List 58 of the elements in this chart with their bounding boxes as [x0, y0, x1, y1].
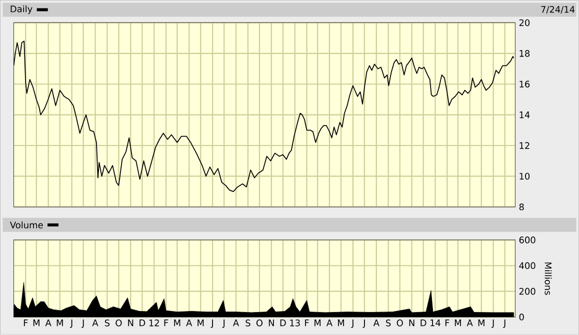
- x-tick-label: S: [104, 320, 110, 326]
- x-tick-label: J: [82, 320, 84, 328]
- y-tick-label: 14: [520, 112, 530, 118]
- x-tick-label: S: [246, 320, 250, 326]
- x-tick-label: O: [396, 320, 403, 326]
- y-tick-label: 0: [519, 314, 524, 321]
- x-tick-label: M: [198, 320, 204, 326]
- y-tick-label: 8: [519, 204, 524, 210]
- x-tick-label: F: [305, 320, 309, 326]
- x-tick-label: J: [210, 320, 213, 328]
- x-tick-label: M: [33, 320, 40, 326]
- text: 7/24/14: [541, 6, 575, 14]
- x-tick-label: M: [338, 320, 344, 326]
- x-tick-label: A: [186, 320, 192, 326]
- x-tick-label: 14: [430, 320, 440, 326]
- x-tick-label: 12: [149, 320, 159, 326]
- y-tick-label: 10: [520, 172, 530, 180]
- x-tick-label: D: [420, 320, 426, 326]
- x-tick-label: A: [45, 320, 52, 326]
- x-tick-label: A: [92, 320, 98, 326]
- x-tick-label: O: [116, 320, 122, 326]
- x-tick-label: A: [466, 320, 473, 326]
- y-tick-label: 16: [520, 80, 530, 88]
- x-tick-label: M: [174, 320, 180, 326]
- x-tick-label: J: [492, 320, 494, 328]
- x-tick-label: M: [454, 320, 461, 326]
- x-tick-label: A: [326, 320, 332, 326]
- y-tick-label: 400: [519, 262, 536, 270]
- x-tick-label: J: [351, 320, 354, 328]
- x-tick-label: M: [314, 320, 321, 326]
- line-series: [14, 40, 514, 192]
- x-tick-label: A: [373, 320, 380, 326]
- x-tick-label: N: [128, 320, 134, 326]
- y-tick-label: 20: [519, 19, 530, 26]
- x-tick-label: N: [409, 320, 414, 326]
- y-axis-title: Millions: [544, 262, 552, 295]
- x-tick-label: J: [362, 320, 365, 328]
- legend-label: Volume: [10, 222, 43, 229]
- x-tick-label: F: [24, 320, 28, 326]
- x-tick-label: M: [478, 320, 484, 326]
- x-tick-label: D: [140, 320, 146, 326]
- y-tick-label: 200: [519, 288, 536, 295]
- x-tick-label: S: [386, 320, 391, 326]
- x-tick-label: J: [70, 320, 72, 328]
- y-tick-label: 18: [520, 50, 530, 57]
- x-tick-label: N: [268, 320, 274, 326]
- x-tick-label: F: [164, 320, 168, 326]
- x-tick-label: A: [233, 320, 240, 326]
- x-tick-label: D: [280, 320, 286, 326]
- x-tick-label: J: [222, 320, 225, 328]
- x-tick-label: 13: [290, 320, 300, 326]
- x-tick-label: M: [56, 320, 63, 326]
- y-tick-label: 600: [519, 236, 536, 244]
- y-tick-label: 12: [520, 142, 530, 149]
- x-tick-label: F: [445, 320, 450, 326]
- x-tick-label: J: [503, 320, 506, 328]
- legend-label: Daily: [10, 5, 32, 14]
- x-tick-label: O: [256, 320, 263, 326]
